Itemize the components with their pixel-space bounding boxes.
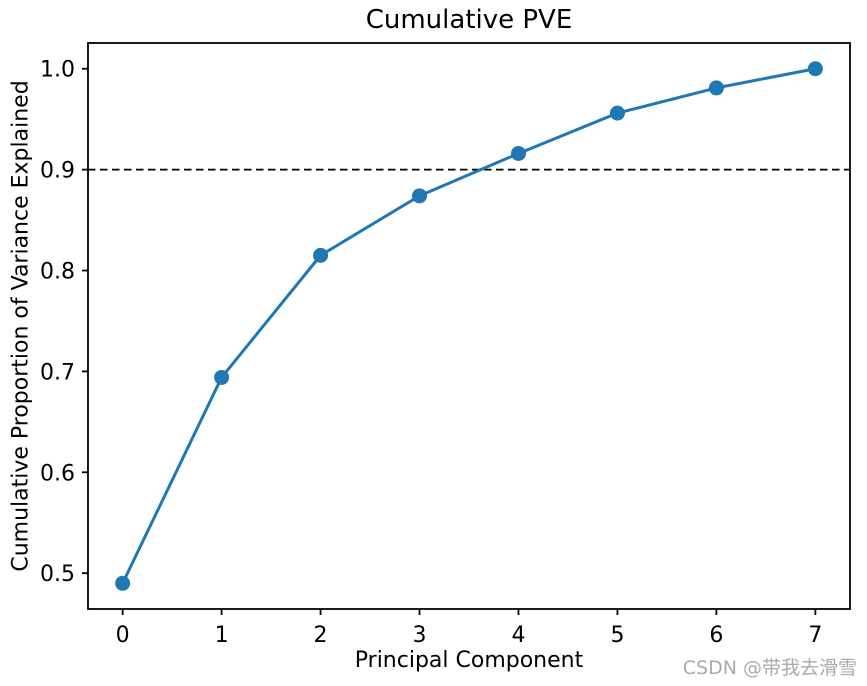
x-tick-label: 1 <box>215 623 229 648</box>
x-tick-label: 3 <box>413 623 427 648</box>
y-tick-label: 0.7 <box>40 360 75 385</box>
chart-title: Cumulative PVE <box>365 5 573 35</box>
x-axis-label: Principal Component <box>354 648 584 673</box>
x-tick-label: 4 <box>511 623 525 648</box>
x-tick-label: 6 <box>709 623 723 648</box>
watermark: CSDN @带我去滑雪 <box>682 657 857 679</box>
series-marker <box>807 61 823 77</box>
y-tick-label: 0.6 <box>40 461 75 486</box>
y-tick-label: 1.0 <box>40 58 75 83</box>
plot-spines <box>87 42 851 610</box>
series-marker <box>214 369 230 385</box>
series-marker <box>115 575 131 591</box>
x-tick-label: 0 <box>116 623 130 648</box>
series-marker <box>609 105 625 121</box>
y-tick-label: 0.9 <box>40 159 75 184</box>
series-marker <box>510 145 526 161</box>
x-tick-label: 5 <box>610 623 624 648</box>
series-marker <box>708 80 724 96</box>
x-tick-label: 2 <box>314 623 328 648</box>
series-marker <box>313 247 329 263</box>
series-line <box>121 67 817 585</box>
y-tick-label: 0.8 <box>40 260 75 285</box>
x-tick-label: 7 <box>808 623 822 648</box>
y-tick-label: 0.5 <box>40 562 75 587</box>
series-marker <box>412 188 428 204</box>
